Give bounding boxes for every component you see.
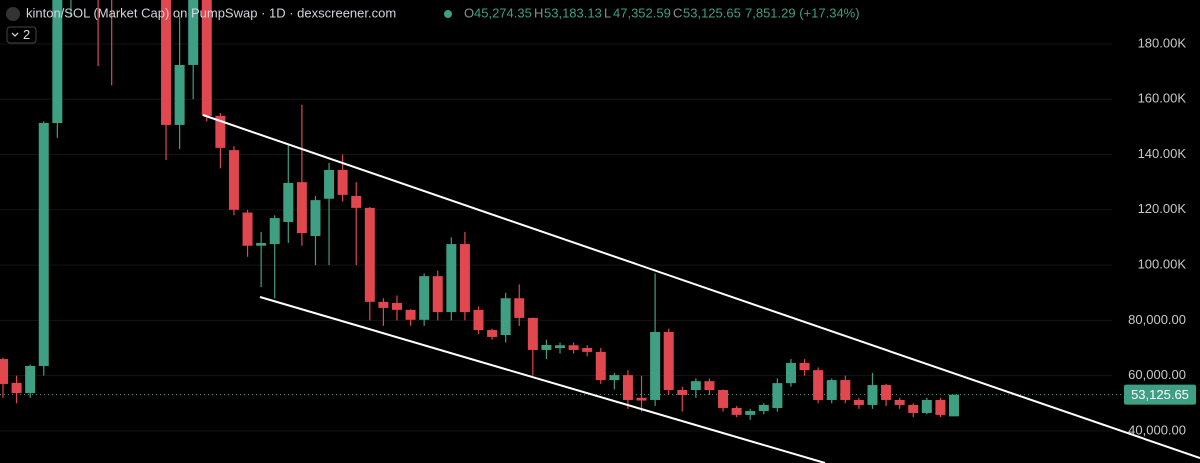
y-tick-label: 160.00K — [1138, 91, 1187, 106]
last-price-box — [1124, 384, 1196, 405]
candles — [0, 0, 959, 420]
candle-body — [269, 218, 280, 245]
candle-body — [609, 375, 620, 381]
candle-body — [758, 404, 769, 412]
token-icon — [6, 7, 20, 21]
candle-body — [704, 381, 715, 391]
candle-body — [650, 331, 661, 400]
y-tick-label: 100.00K — [1138, 257, 1187, 272]
candle-body — [908, 404, 919, 413]
candle-body — [215, 115, 226, 148]
chevron-icon — [11, 32, 19, 37]
y-axis: 40,000.00 60,000.00 80,000.00 100.00K 120.00… — [1124, 35, 1196, 437]
y-tick-label: 80,000.00 — [1128, 312, 1186, 327]
candle-body — [527, 317, 538, 350]
header: kinton/SOL (Market Cap) on PumpSwap · 1D… — [6, 5, 860, 44]
candle-body — [283, 182, 294, 222]
candle-body — [595, 351, 606, 381]
candle-body — [853, 399, 864, 405]
candle-body — [799, 362, 810, 371]
y-tick-label: 120.00K — [1138, 201, 1187, 216]
candle-body — [324, 169, 335, 199]
candle-body — [378, 301, 389, 308]
candle-body — [188, 0, 199, 65]
candle-body — [242, 212, 253, 246]
candle-body — [296, 182, 307, 234]
candle-body — [351, 195, 362, 208]
y-tick-label: 140.00K — [1138, 146, 1187, 161]
last-price-label: 53,125.65 — [1131, 387, 1189, 402]
candle-body — [432, 276, 443, 313]
header-title: kinton/SOL (Market Cap) on PumpSwap · 1D… — [26, 5, 396, 20]
candle-body — [161, 0, 172, 125]
candle-body — [622, 375, 633, 400]
candle-body — [867, 385, 878, 405]
candle-body — [894, 399, 905, 405]
candle-body — [473, 309, 484, 331]
open-value: 45,274.35 — [474, 5, 532, 20]
upper-trendline — [202, 114, 1200, 459]
candle-body — [677, 390, 688, 396]
close-key: C — [673, 5, 682, 20]
y-tick-label: 40,000.00 — [1128, 422, 1186, 437]
candle-body — [731, 407, 742, 415]
candle-body — [0, 359, 8, 384]
change-value: 7,851.29 (+17.34%) — [745, 5, 860, 20]
candle-body — [52, 0, 63, 124]
candle-body — [568, 345, 579, 350]
low-value: 47,352.59 — [613, 5, 671, 20]
indicator-count: 2 — [23, 27, 30, 42]
candle-body — [813, 370, 824, 400]
candle-body — [446, 244, 457, 313]
candle-body — [881, 385, 892, 400]
grid — [0, 43, 1122, 432]
candle-body — [11, 382, 22, 394]
candle-body — [419, 276, 430, 320]
high-key: H — [534, 5, 543, 20]
candle-body — [38, 123, 49, 366]
candle-body — [514, 298, 525, 318]
candle-body — [541, 344, 552, 350]
candle-body — [25, 365, 36, 394]
candle-body — [690, 381, 701, 391]
candle-body — [718, 390, 729, 408]
y-tick-label: 180.00K — [1138, 35, 1187, 50]
candle-body — [636, 397, 647, 401]
y-tick-label: 60,000.00 — [1128, 367, 1186, 382]
candle-body — [745, 411, 756, 415]
candle-body — [949, 394, 959, 417]
candle-body — [500, 298, 511, 336]
candle-body — [555, 345, 566, 349]
candle-body — [921, 399, 932, 413]
candle-body — [405, 309, 416, 320]
indicator-toggle[interactable] — [6, 26, 37, 44]
lower-trendline — [259, 296, 826, 463]
low-key: L — [604, 5, 611, 20]
candle-body — [201, 0, 212, 116]
candle-body — [935, 399, 946, 415]
candle-body — [772, 383, 783, 408]
candle-body — [459, 244, 470, 313]
candle-body — [785, 362, 796, 384]
candle-body — [391, 302, 402, 310]
candle-body — [256, 242, 267, 246]
candle-body — [840, 380, 851, 400]
candle-body — [174, 64, 185, 125]
candle-body — [582, 348, 593, 352]
candle-body — [487, 330, 498, 337]
high-value: 53,183.13 — [544, 5, 602, 20]
open-key: O — [464, 5, 474, 20]
candle-body — [310, 200, 321, 237]
candle-body — [826, 380, 837, 400]
candle-body — [337, 169, 348, 195]
status-dot — [444, 10, 452, 18]
candle-body — [663, 331, 674, 391]
close-value: 53,125.65 — [683, 5, 741, 20]
candle-body — [364, 207, 375, 302]
candle-body — [228, 150, 239, 210]
